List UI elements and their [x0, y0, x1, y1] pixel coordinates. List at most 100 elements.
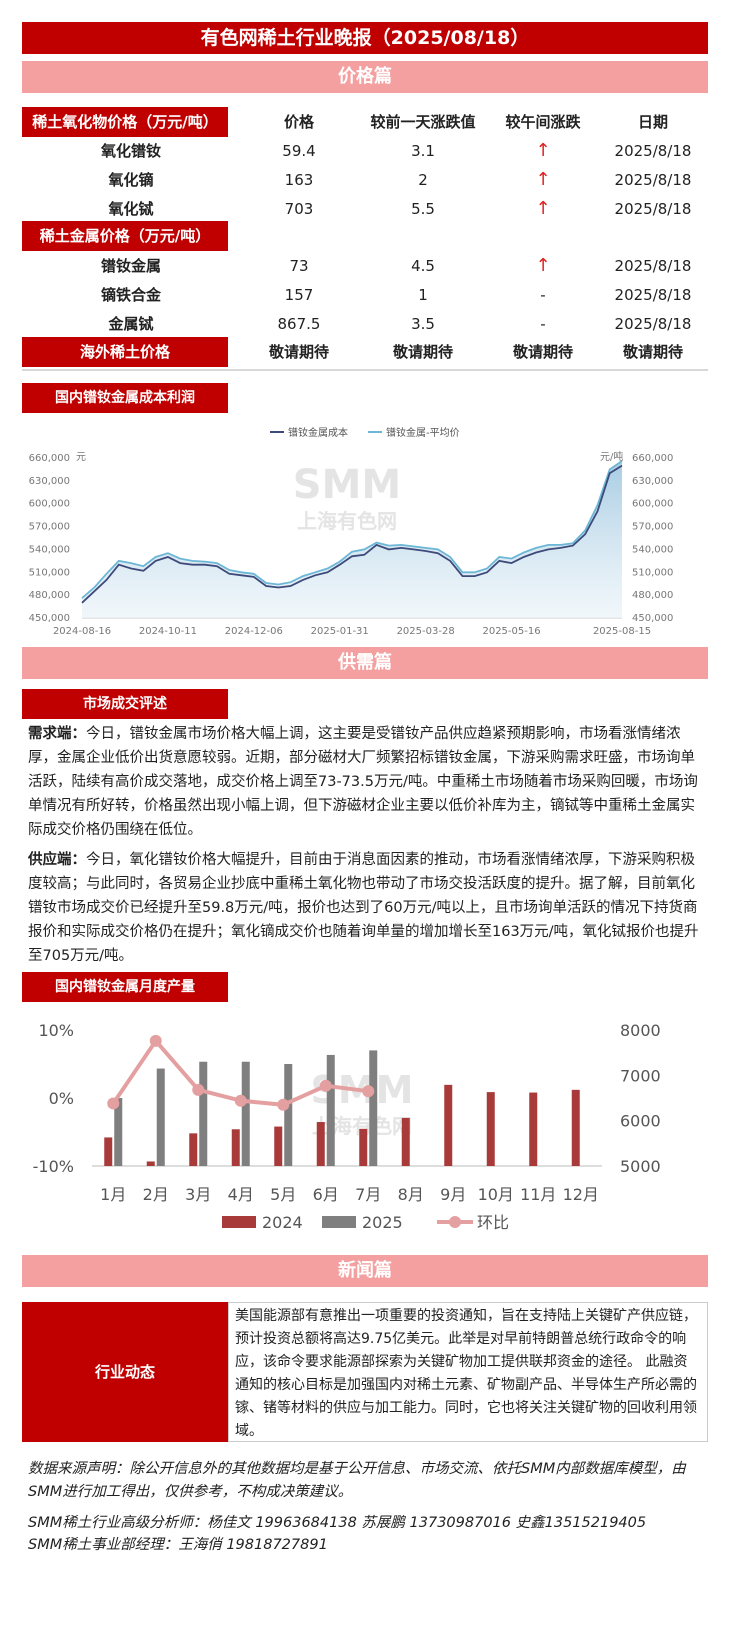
oxide-header-row: 稀土氧化物价格（万元/吨） 价格 较前一天涨跌值 较午间涨跌 日期 — [22, 107, 708, 137]
header-date: 日期 — [637, 113, 668, 131]
row-date: 2025/8/18 — [614, 142, 692, 160]
overseas-value: 敬请期待 — [392, 343, 453, 361]
y-tick-label: 0% — [49, 1089, 74, 1108]
y-tick-label: 6000 — [620, 1112, 661, 1131]
header-change: 较前一天涨跌值 — [370, 113, 476, 131]
bar-2024 — [189, 1133, 198, 1166]
y-tick-label: -10% — [33, 1157, 74, 1176]
x-tick-label: 2024-12-06 — [225, 626, 283, 637]
bar-2024 — [486, 1092, 495, 1166]
row-noon: ↑ — [535, 169, 551, 190]
legend-label: 2025 — [362, 1213, 403, 1232]
x-tick-label: 3月 — [185, 1185, 211, 1204]
table-row: 氧化铽 703 5.5 ↑ 2025/8/18 — [22, 194, 708, 224]
demand-text: 今日，镨钕金属市场价格大幅上调，这主要是受镨钕产品供应趋紧预期影响，市场看涨情绪… — [28, 726, 698, 838]
bar-2025 — [156, 1068, 165, 1166]
y-tick-label: 7000 — [620, 1066, 661, 1085]
table-row: 金属铽 867.5 3.5 - 2025/8/18 — [22, 309, 708, 339]
y-tick-label: 600,000 — [29, 499, 70, 510]
y-tick-label: 510,000 — [632, 567, 673, 578]
x-tick-label: 5月 — [270, 1185, 296, 1204]
bar-2024 — [529, 1092, 538, 1166]
row-date: 2025/8/18 — [614, 315, 692, 333]
row-name: 氧化镝 — [108, 171, 154, 189]
legend-label: 镨钕金属-平均价 — [386, 426, 460, 439]
bar-2024 — [444, 1084, 453, 1166]
legend-label: 2024 — [262, 1213, 303, 1232]
row-noon: - — [540, 286, 546, 304]
legend-label: 镨钕金属成本 — [288, 426, 348, 439]
overseas-value: 敬请期待 — [622, 343, 683, 361]
mom-point — [107, 1097, 120, 1110]
y-tick-label: 450,000 — [632, 613, 673, 624]
metal-header-row: 稀土金属价格（万元/吨） — [22, 221, 708, 251]
row-price: 867.5 — [277, 315, 321, 333]
x-tick-label: 7月 — [355, 1185, 381, 1204]
section-news: 新闻篇 — [22, 1255, 708, 1287]
x-tick-label: 10月 — [478, 1185, 514, 1204]
watermark: SMM — [293, 462, 401, 508]
y-tick-label: 450,000 — [29, 613, 70, 624]
row-price: 157 — [284, 286, 314, 304]
analysts: SMM稀土行业高级分析师：杨佳文 19963684138 苏展鹏 1373098… — [28, 1515, 647, 1531]
x-tick-label: 4月 — [228, 1185, 254, 1204]
y-tick-label: 630,000 — [29, 476, 70, 487]
y-tick-label: 540,000 — [632, 544, 673, 555]
watermark: 上海有色网 — [297, 509, 397, 533]
manager: SMM稀土事业部经理：王海俏 19818727891 — [28, 1537, 328, 1553]
row-price: 59.4 — [282, 142, 316, 160]
mom-point — [319, 1079, 332, 1092]
cost-chart-label: 国内镨钕金属成本利润 — [22, 383, 228, 413]
news-label: 行业动态 — [22, 1302, 228, 1442]
row-price: 163 — [284, 171, 314, 189]
overseas-row: 海外稀土价格 敬请期待 敬请期待 敬请期待 敬请期待 — [22, 337, 708, 367]
row-change: 2 — [418, 171, 428, 189]
row-date: 2025/8/18 — [614, 171, 692, 189]
bar-2024 — [316, 1122, 325, 1166]
bar-2024 — [231, 1129, 240, 1166]
row-noon: ↑ — [535, 140, 551, 161]
demand-title: 需求端： — [28, 726, 86, 742]
row-price: 73 — [289, 257, 309, 275]
mom-point — [192, 1083, 205, 1096]
bar-2024 — [274, 1126, 283, 1166]
oxide-label: 稀土氧化物价格（万元/吨） — [22, 107, 228, 137]
legend-swatch — [322, 1216, 356, 1228]
y-tick-label: 480,000 — [632, 590, 673, 601]
mom-point — [277, 1098, 290, 1111]
bar-2024 — [401, 1117, 410, 1166]
overseas-label: 海外稀土价格 — [22, 337, 228, 367]
overseas-value: 敬请期待 — [512, 343, 573, 361]
y-tick-label: 10% — [38, 1021, 74, 1040]
x-tick-label: 9月 — [440, 1185, 466, 1204]
series-line — [81, 464, 623, 604]
row-change: 4.5 — [411, 257, 435, 275]
market-label: 市场成交评述 — [22, 689, 228, 719]
legend-swatch — [449, 1216, 461, 1228]
y-axis-label: 元 — [76, 452, 86, 463]
y-tick-label: 570,000 — [632, 522, 673, 533]
row-name: 氧化镨钕 — [100, 142, 161, 160]
y-tick-label: 630,000 — [632, 476, 673, 487]
x-tick-label: 12月 — [563, 1185, 599, 1204]
row-change: 3.1 — [411, 142, 435, 160]
metal-label: 稀土金属价格（万元/吨） — [22, 221, 228, 251]
y-tick-label: 8000 — [620, 1021, 661, 1040]
x-tick-label: 1月 — [100, 1185, 126, 1204]
y-tick-label: 570,000 — [29, 522, 70, 533]
bar-2024 — [359, 1128, 368, 1166]
table-row: 氧化镝 163 2 ↑ 2025/8/18 — [22, 165, 708, 195]
row-price: 703 — [284, 200, 314, 218]
y-axis-label: 元/吨 — [600, 450, 623, 463]
x-tick-label: 8月 — [398, 1185, 424, 1204]
supply-text: 今日，氧化镨钕价格大幅提升，目前由于消息面因素的推动，市场看涨情绪浓厚，下游采购… — [28, 852, 699, 964]
section-price: 价格篇 — [22, 61, 708, 93]
bar-2025 — [241, 1061, 250, 1166]
supply-title: 供应端： — [28, 852, 86, 868]
row-name: 镨钕金属 — [100, 257, 161, 275]
bar-2024 — [104, 1137, 113, 1166]
section-supply: 供需篇 — [22, 647, 708, 679]
monthly-label: 国内镨钕金属月度产量 — [22, 972, 228, 1002]
report-title: 有色网稀土行业晚报（2025/08/18） — [22, 22, 708, 54]
table-row: 镝铁合金 157 1 - 2025/8/18 — [22, 280, 708, 310]
